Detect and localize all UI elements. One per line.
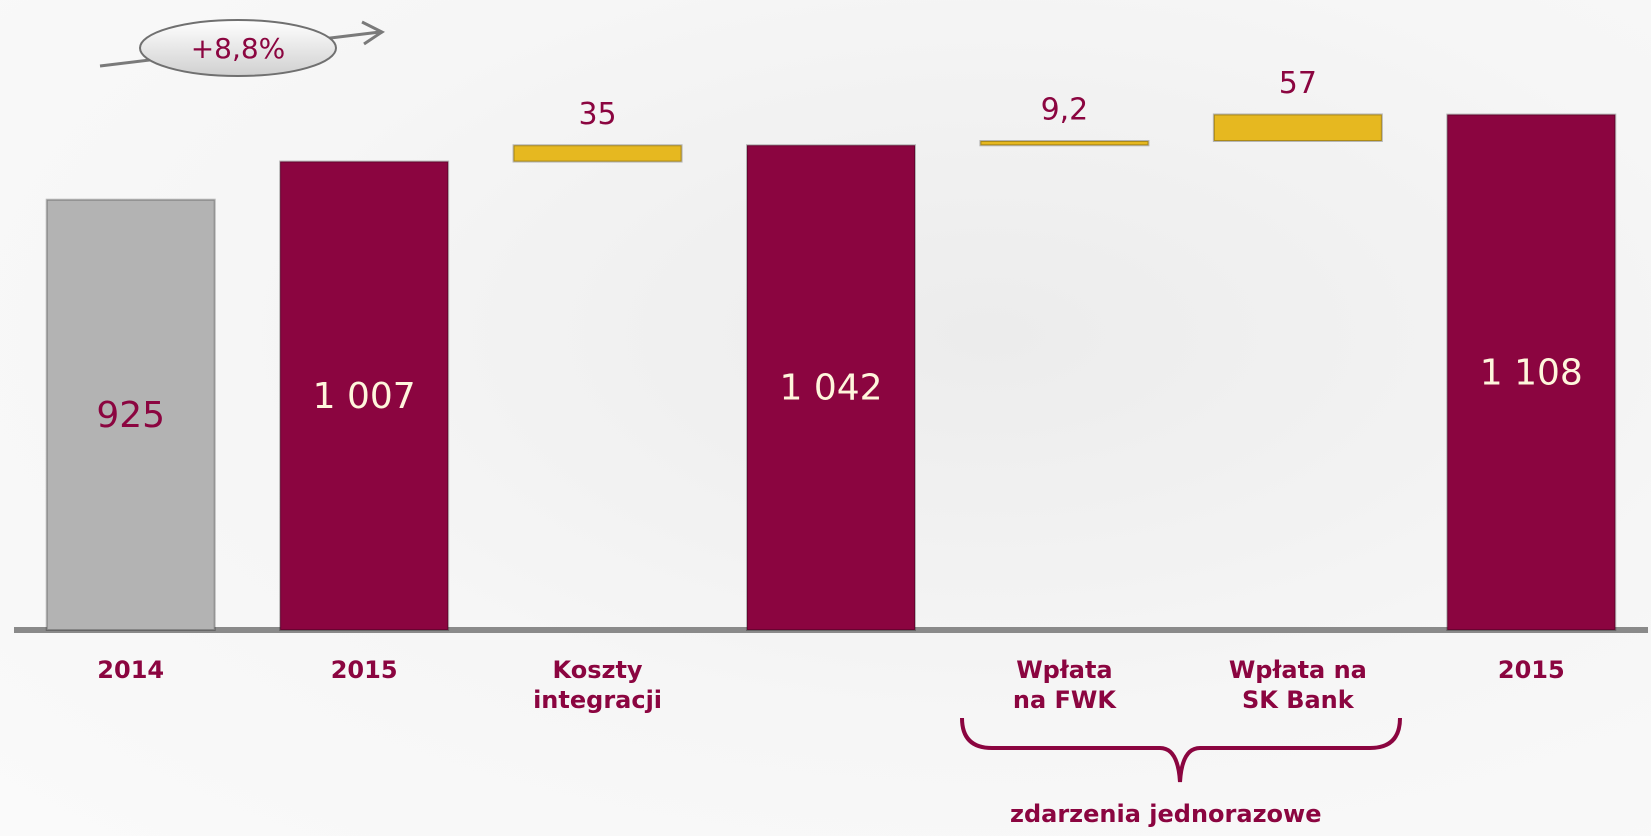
bar xyxy=(746,144,916,631)
brace xyxy=(960,717,1402,783)
x-tick-label: 2014 xyxy=(97,656,165,684)
bar xyxy=(1446,113,1617,631)
x-tick-label: Koszty integracji xyxy=(533,656,663,714)
value-label: 35 xyxy=(578,97,616,132)
value-label: 9,2 xyxy=(1041,92,1089,127)
value-label: 1 108 xyxy=(1480,352,1583,393)
value-label: 57 xyxy=(1279,66,1317,101)
growth-label: +8,8% xyxy=(191,32,286,65)
x-tick-label: Wpłata na FWK xyxy=(1012,656,1116,714)
bar xyxy=(279,160,450,631)
x-tick-label: Wpłata na SK Bank xyxy=(1228,656,1367,714)
bar xyxy=(979,139,1150,147)
x-tick-label: 2015 xyxy=(330,656,398,684)
bar xyxy=(1212,113,1383,142)
bar xyxy=(512,144,683,163)
value-label: 1 007 xyxy=(313,376,416,417)
value-label: 925 xyxy=(96,395,165,436)
x-tick-label: 2015 xyxy=(1497,656,1565,684)
growth-arrow xyxy=(99,19,385,77)
value-label: 1 042 xyxy=(779,368,882,409)
brace-label: zdarzenia jednorazowe xyxy=(1010,800,1322,828)
bar xyxy=(45,198,216,631)
